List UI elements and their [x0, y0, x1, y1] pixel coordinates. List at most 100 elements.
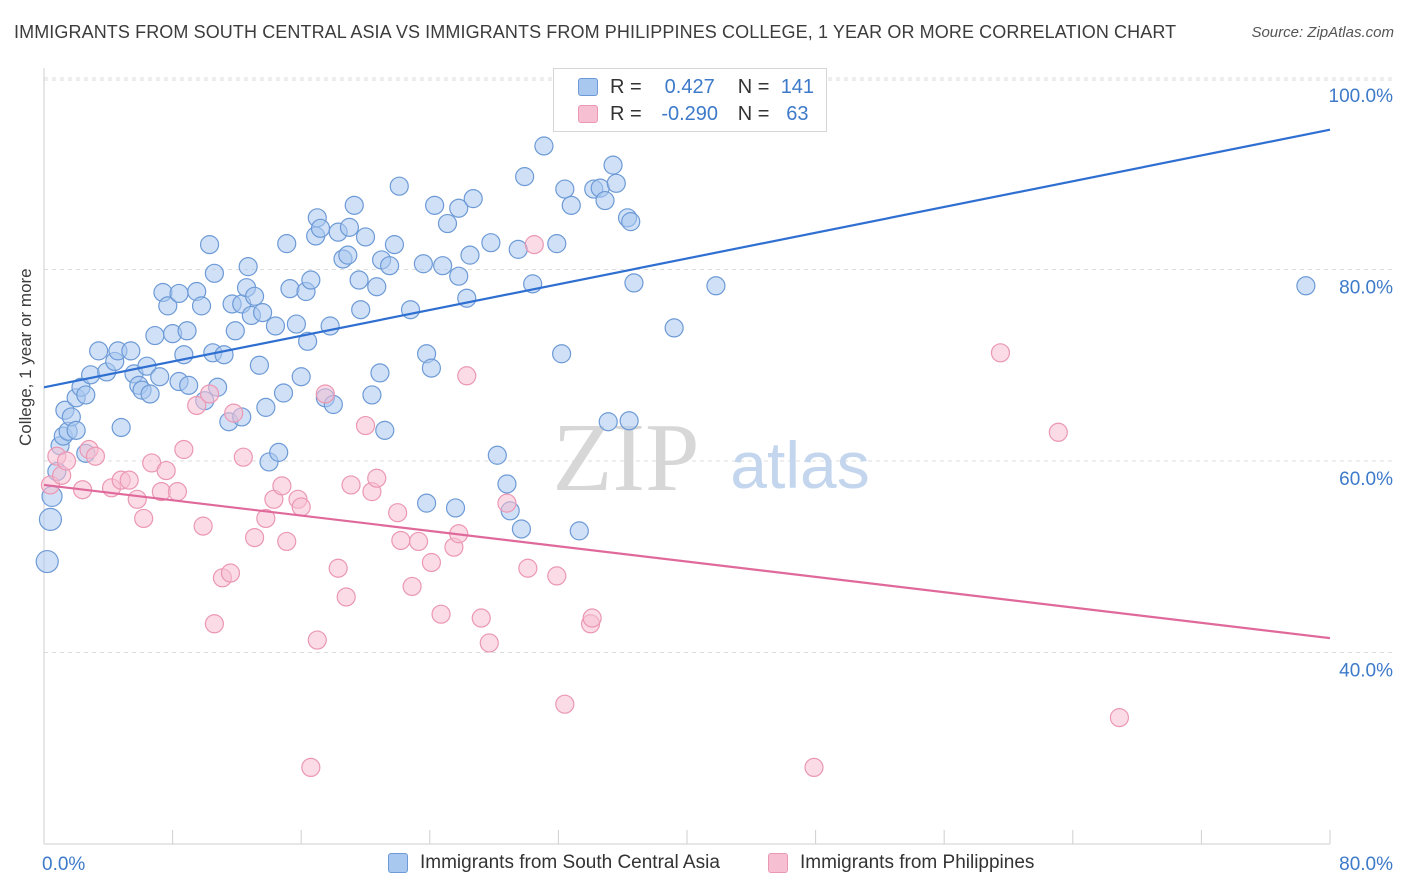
- data-point: [706, 276, 726, 296]
- data-point: [547, 234, 567, 254]
- trend-line-philippines: [43, 483, 1331, 640]
- series-south-central-asia: [35, 136, 1316, 574]
- data-point: [76, 385, 96, 405]
- data-point: [508, 239, 528, 259]
- legend-item-philippines: Immigrants from Philippines: [768, 852, 1034, 874]
- data-point: [225, 321, 245, 341]
- data-point: [269, 442, 289, 462]
- data-point: [391, 530, 411, 551]
- data-point: [273, 383, 294, 403]
- data-point: [804, 757, 824, 778]
- tick-labels: 40.0% 60.0% 80.0% 100.0% 0.0% 80.0%: [42, 86, 1393, 875]
- data-point: [460, 245, 480, 265]
- data-point: [199, 384, 220, 404]
- data-point: [621, 212, 641, 232]
- data-point: [156, 460, 176, 481]
- data-point: [606, 173, 626, 193]
- data-point: [990, 343, 1011, 363]
- y-tick-label: 80.0%: [1339, 278, 1393, 299]
- data-point: [179, 375, 199, 395]
- series-philippines: [40, 235, 1130, 778]
- data-point: [619, 411, 639, 431]
- data-point: [384, 235, 405, 255]
- data-point: [301, 757, 321, 778]
- data-point: [145, 325, 165, 346]
- data-point: [421, 552, 442, 573]
- data-point: [471, 608, 491, 628]
- data-point: [204, 614, 224, 634]
- data-point: [380, 256, 400, 276]
- data-point: [370, 363, 390, 383]
- data-point: [158, 296, 178, 316]
- data-point: [256, 397, 276, 417]
- data-point: [624, 273, 644, 293]
- data-point: [38, 507, 63, 532]
- blue-swatch: [388, 853, 408, 873]
- data-point: [277, 234, 297, 254]
- n-value-blue: 141: [780, 75, 815, 98]
- data-point: [445, 498, 466, 518]
- axes: [43, 68, 1331, 845]
- data-point: [413, 254, 433, 274]
- data-point: [351, 300, 371, 320]
- data-point: [497, 474, 517, 494]
- data-point: [341, 475, 361, 495]
- data-point: [487, 445, 507, 465]
- data-point: [328, 558, 348, 578]
- series-legend: Immigrants from South Central Asia Immig…: [0, 852, 1406, 878]
- data-point: [265, 316, 286, 336]
- data-point: [220, 563, 241, 583]
- y-axis-title: College, 1 year or more: [16, 268, 35, 446]
- data-point: [224, 403, 244, 423]
- data-point: [253, 302, 273, 323]
- data-point: [89, 341, 109, 361]
- data-point: [169, 283, 189, 304]
- trend-lines: [43, 128, 1331, 640]
- data-point: [111, 417, 131, 438]
- data-point: [515, 167, 535, 187]
- data-point: [582, 608, 602, 628]
- legend-label-philippines: Immigrants from Philippines: [800, 852, 1035, 873]
- pink-swatch: [768, 853, 788, 873]
- data-point: [244, 286, 265, 306]
- y-tick-label: 100.0%: [1329, 86, 1394, 107]
- trend-line-south-central-asia: [43, 128, 1331, 389]
- data-point: [174, 439, 194, 460]
- data-point: [214, 345, 234, 365]
- data-point: [272, 476, 292, 496]
- data-point: [249, 355, 270, 375]
- chart-title: IMMIGRANTS FROM SOUTH CENTRAL ASIA VS IM…: [14, 22, 1177, 42]
- data-point: [518, 558, 538, 578]
- blue-swatch: [578, 78, 598, 96]
- data-point: [431, 604, 451, 624]
- r-value-blue: 0.427: [664, 75, 715, 98]
- legend-item-south-central-asia: Immigrants from South Central Asia: [388, 852, 720, 874]
- data-point: [1048, 422, 1068, 442]
- data-point: [389, 176, 409, 196]
- r-value-pink: -0.290: [661, 102, 719, 125]
- pink-swatch: [578, 105, 598, 123]
- data-point: [238, 257, 258, 277]
- data-point: [81, 365, 101, 385]
- data-point: [449, 198, 469, 218]
- data-point: [349, 270, 369, 290]
- data-point: [355, 415, 376, 436]
- y-tick-label: 40.0%: [1339, 661, 1393, 682]
- data-point: [449, 266, 469, 286]
- data-point: [402, 576, 422, 597]
- data-point: [233, 447, 253, 467]
- data-point: [199, 235, 220, 255]
- y-tick-label: 60.0%: [1339, 469, 1393, 490]
- data-point: [315, 384, 335, 404]
- data-point: [291, 367, 311, 387]
- data-point: [421, 358, 442, 378]
- data-point: [388, 503, 408, 523]
- stats-legend: R = 0.427 N = 141 R = -0.290 N = 63: [553, 68, 827, 132]
- data-point: [187, 395, 207, 416]
- data-point: [561, 195, 581, 215]
- data-point: [457, 366, 477, 386]
- data-point: [534, 136, 554, 156]
- legend-row-pink: R = -0.290 N = 63: [554, 102, 825, 126]
- data-point: [193, 516, 213, 536]
